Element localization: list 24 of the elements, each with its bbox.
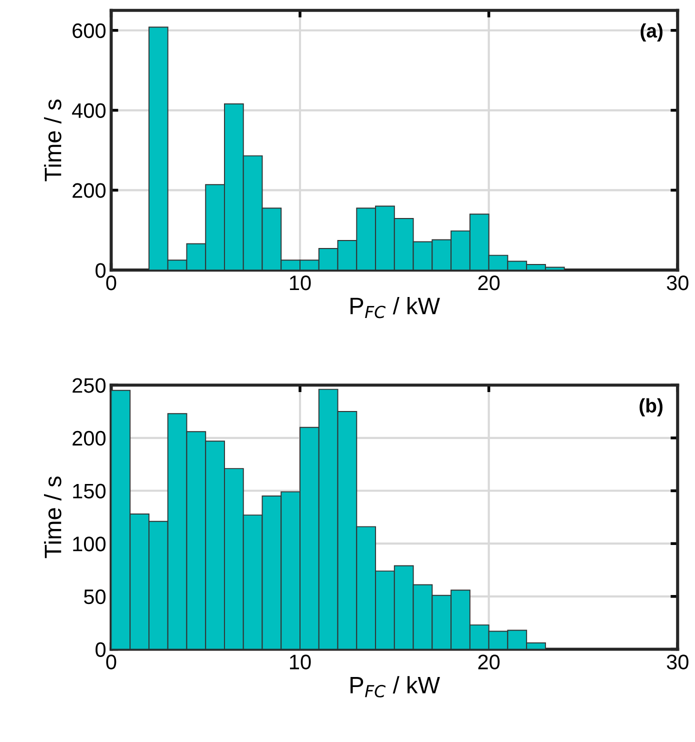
y-tick-label: 400	[72, 103, 106, 118]
x-tick-label: 0	[106, 654, 116, 670]
x-tick-label: 0	[106, 276, 116, 290]
y-tick-label: 600	[72, 23, 106, 38]
x-tick-label: 10	[290, 654, 311, 670]
x-tick-label: 30	[666, 654, 688, 670]
y-tick-label: 150	[73, 484, 106, 499]
x-axis-title: P$_{FC}$ / kW	[350, 297, 440, 318]
annotation: (b)	[640, 398, 662, 416]
y-tick-label: 100	[73, 536, 106, 552]
y-tick-label: 250	[72, 378, 106, 393]
x-tick-label: 20	[478, 654, 500, 670]
y-tick-label: 50	[84, 589, 106, 604]
y-tick-label: 0	[96, 642, 106, 658]
y-tick-label: 0	[96, 263, 106, 278]
y-axis-title: Time / s	[44, 100, 62, 182]
x-tick-label: 20	[478, 276, 500, 290]
x-axis-title: P$_{FC}$ / kW	[350, 676, 440, 698]
y-tick-label: 200	[72, 183, 106, 198]
x-tick-label: 10	[290, 276, 311, 290]
annotation: (a)	[640, 23, 662, 42]
y-axis-title: Time / s	[44, 476, 62, 558]
x-tick-label: 30	[666, 276, 688, 290]
y-tick-label: 200	[72, 430, 106, 446]
